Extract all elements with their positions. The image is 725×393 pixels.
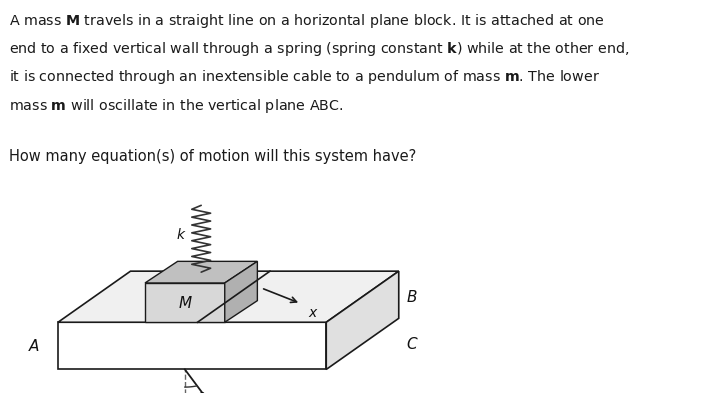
Text: end to a fixed vertical wall through a spring (spring constant $\mathbf{k}$) whi: end to a fixed vertical wall through a s… (9, 40, 629, 58)
Polygon shape (145, 283, 225, 322)
Polygon shape (58, 271, 399, 322)
Text: $x$: $x$ (308, 306, 319, 320)
Text: $k$: $k$ (176, 227, 187, 242)
Text: $B$: $B$ (406, 289, 418, 305)
Polygon shape (225, 261, 257, 322)
Text: $\theta$: $\theta$ (196, 391, 206, 393)
Text: A mass $\mathbf{M}$ travels in a straight line on a horizontal plane block. It i: A mass $\mathbf{M}$ travels in a straigh… (9, 12, 605, 30)
Text: $A$: $A$ (28, 338, 40, 354)
Polygon shape (145, 261, 257, 283)
Text: it is connected through an inextensible cable to a pendulum of mass $\mathbf{m}$: it is connected through an inextensible … (9, 68, 600, 86)
Text: mass $\mathbf{m}$ will oscillate in the vertical plane ABC.: mass $\mathbf{m}$ will oscillate in the … (9, 97, 343, 115)
Polygon shape (326, 271, 399, 369)
Text: $C$: $C$ (406, 336, 418, 352)
Text: $M$: $M$ (178, 295, 192, 310)
Text: How many equation(s) of motion will this system have?: How many equation(s) of motion will this… (9, 149, 416, 164)
